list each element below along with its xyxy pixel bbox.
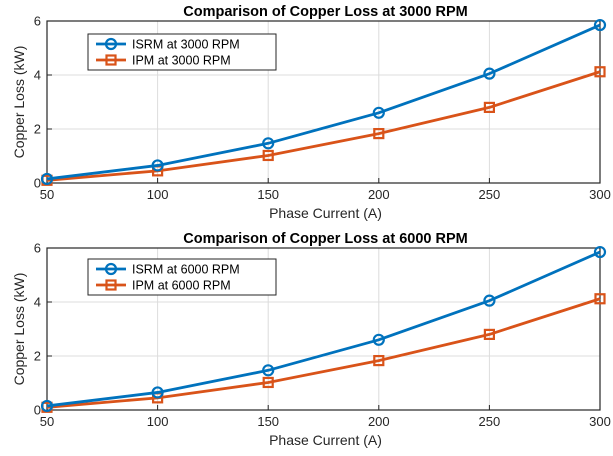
- y-axis-label: Copper Loss (kW): [11, 46, 27, 159]
- data-point: [483, 101, 495, 114]
- x-tick-label: 150: [257, 414, 279, 429]
- data-point: [262, 364, 275, 377]
- data-point: [372, 333, 385, 346]
- data-point: [372, 106, 385, 119]
- axes-box: [46, 247, 601, 411]
- x-tick-label: 50: [40, 414, 54, 429]
- legend: ISRM at 3000 RPM IPM at 3000 RPM: [87, 33, 277, 71]
- legend-label: ISRM at 6000 RPM: [132, 263, 240, 277]
- data-point: [262, 149, 274, 162]
- y-tick-label: 4: [34, 68, 41, 83]
- x-tick-label: 50: [40, 187, 54, 202]
- data-point: [483, 294, 496, 307]
- legend-marker: [105, 54, 117, 66]
- legend-item: IPM at 3000 RPM: [96, 54, 231, 68]
- data-point: [262, 376, 274, 389]
- x-tick-label: 200: [368, 414, 390, 429]
- data-point: [262, 137, 275, 150]
- series-1: [40, 18, 607, 186]
- chart-title: Comparison of Copper Loss at 3000 RPM: [183, 4, 467, 20]
- axes-box: [46, 20, 601, 184]
- data-point: [594, 293, 606, 305]
- legend-item: IPM at 6000 RPM: [96, 279, 231, 293]
- series-line: [46, 23, 601, 181]
- y-tick-label: 2: [34, 349, 41, 364]
- data-point: [40, 172, 54, 186]
- y-tick-label: 6: [34, 14, 41, 29]
- legend-label: IPM at 6000 RPM: [132, 279, 231, 293]
- legend-marker: [104, 37, 118, 51]
- legend-label: ISRM at 3000 RPM: [132, 38, 240, 52]
- series-2: [41, 66, 606, 186]
- data-point: [594, 66, 606, 78]
- data-point: [373, 354, 385, 367]
- x-tick-label: 200: [368, 187, 390, 202]
- x-tick-label: 150: [257, 187, 279, 202]
- series-line: [46, 70, 601, 182]
- x-tick-label: 100: [147, 187, 169, 202]
- legend-item: ISRM at 6000 RPM: [96, 263, 240, 277]
- x-axis-label: Phase Current (A): [269, 205, 382, 221]
- chart-title: Comparison of Copper Loss at 6000 RPM: [183, 231, 467, 247]
- series-1: [40, 245, 607, 413]
- x-tick-label: 300: [589, 414, 611, 429]
- legend-item: ISRM at 3000 RPM: [96, 38, 240, 52]
- series-line: [46, 250, 601, 408]
- chart-panel-1: 50 100 150 200 250 300 0 2 4 6 Comparison of Coppe…: [11, 4, 611, 221]
- y-tick-label: 0: [34, 176, 41, 191]
- y-tick-label: 2: [34, 122, 41, 137]
- y-tick-label: 4: [34, 295, 41, 310]
- legend-label: IPM at 3000 RPM: [132, 54, 231, 68]
- y-axis-label: Copper Loss (kW): [11, 273, 27, 386]
- legend-box: [87, 33, 277, 71]
- data-point: [483, 328, 495, 340]
- data-point: [151, 159, 164, 172]
- data-point: [593, 18, 607, 32]
- data-point: [483, 67, 496, 80]
- legend-marker: [105, 279, 117, 291]
- data-point: [593, 245, 607, 259]
- data-point: [373, 127, 385, 140]
- x-tick-label: 250: [479, 414, 501, 429]
- legend-marker: [104, 262, 118, 276]
- legend: ISRM at 6000 RPM IPM at 6000 RPM: [87, 258, 277, 296]
- y-tick-label: 0: [34, 403, 41, 418]
- x-tick-label: 100: [147, 414, 169, 429]
- data-point: [40, 399, 54, 413]
- series-2: [41, 293, 606, 413]
- data-point: [151, 386, 164, 399]
- chart-panel-2: 50 100 150 200 250 300 0 2 4 6 Comparison of Coppe…: [11, 231, 611, 448]
- x-tick-label: 300: [589, 187, 611, 202]
- x-tick-label: 250: [479, 187, 501, 202]
- y-tick-label: 6: [34, 241, 41, 256]
- series-line: [46, 297, 601, 409]
- legend-box: [87, 258, 277, 296]
- x-axis-label: Phase Current (A): [269, 432, 382, 448]
